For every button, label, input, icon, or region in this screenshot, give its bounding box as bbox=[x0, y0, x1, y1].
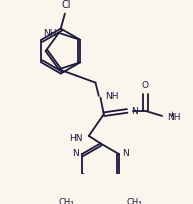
Text: CH₃: CH₃ bbox=[59, 197, 74, 204]
Text: NH: NH bbox=[105, 92, 119, 101]
Text: NH: NH bbox=[43, 29, 56, 38]
Text: N: N bbox=[122, 148, 129, 157]
Text: CH₃: CH₃ bbox=[126, 197, 142, 204]
Text: NH: NH bbox=[167, 113, 181, 122]
Text: Cl: Cl bbox=[62, 0, 71, 10]
Text: N: N bbox=[72, 148, 79, 157]
Text: N: N bbox=[131, 106, 138, 115]
Text: HN: HN bbox=[69, 133, 83, 142]
Text: O: O bbox=[142, 81, 149, 90]
